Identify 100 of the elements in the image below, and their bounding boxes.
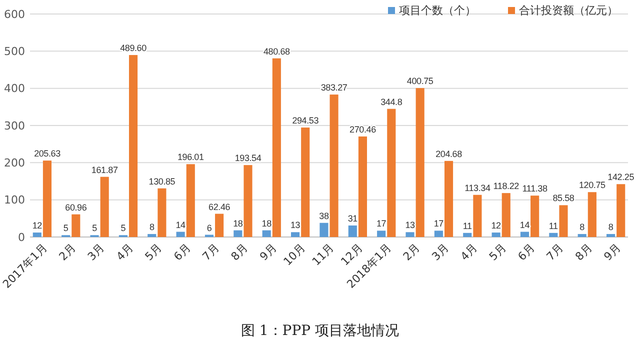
data-label: 120.75	[579, 180, 606, 190]
x-tick-label: 7月	[200, 241, 222, 264]
bar	[406, 232, 414, 237]
x-tick-label: 5月	[142, 241, 164, 264]
data-label: 60.96	[65, 202, 87, 212]
bar	[549, 232, 558, 237]
data-label: 480.68	[264, 46, 290, 56]
data-label: 294.53	[292, 116, 319, 126]
bar	[100, 176, 109, 237]
bar	[72, 214, 80, 237]
bar	[32, 232, 42, 237]
data-label: 142.25	[608, 172, 634, 182]
data-label: 489.60	[120, 43, 147, 54]
bar	[320, 222, 328, 237]
bar	[272, 58, 281, 237]
y-tick-label: 600	[4, 8, 25, 21]
data-label: 17	[434, 218, 444, 229]
x-tick-label: 4月	[114, 241, 136, 264]
bar	[128, 55, 138, 237]
data-label: 13	[290, 220, 300, 230]
x-tick-label: 9月	[257, 241, 280, 264]
x-tick-label: 8月	[572, 241, 595, 264]
data-label: 11	[462, 220, 472, 231]
data-label: 13	[405, 220, 415, 230]
bar	[358, 136, 368, 237]
bar	[42, 160, 52, 237]
bar	[348, 225, 357, 237]
bar	[291, 232, 300, 237]
data-label: 17	[376, 218, 386, 229]
x-tick-label: 8月	[228, 241, 251, 264]
data-label: 161.87	[91, 164, 118, 175]
bar	[158, 188, 166, 237]
x-tick-label: 3月	[429, 241, 452, 264]
x-tick-label: 6月	[171, 241, 194, 264]
bar	[301, 128, 310, 237]
data-label: 31	[348, 213, 358, 224]
x-tick-label: 6月	[515, 241, 538, 264]
data-label: 8	[608, 222, 614, 232]
data-label: 18	[262, 218, 272, 228]
bar	[176, 232, 185, 237]
y-tick-label: 500	[4, 45, 25, 58]
data-label: 8	[580, 222, 585, 232]
bar	[530, 196, 540, 237]
x-tick-label: 10月	[281, 241, 308, 268]
y-tick-label: 100	[4, 194, 25, 207]
bar	[588, 192, 596, 237]
bar	[559, 205, 568, 237]
bar	[215, 214, 224, 237]
x-tick-label: 3月	[85, 241, 108, 264]
bar	[244, 165, 252, 237]
bar	[520, 232, 530, 237]
data-label: 111.38	[522, 184, 548, 194]
data-label: 118.22	[493, 181, 520, 192]
x-tick-label: 2月	[400, 241, 423, 264]
data-label: 14	[520, 220, 530, 230]
bar	[578, 234, 586, 237]
data-label: 113.34	[464, 182, 490, 193]
text: 图 1：PPP 项目落地情况	[240, 323, 400, 339]
bar	[377, 230, 386, 237]
bar	[434, 230, 443, 237]
bar	[148, 234, 156, 237]
bar	[463, 232, 472, 237]
data-label: 344.8	[380, 96, 402, 107]
data-label: 270.46	[350, 124, 376, 134]
data-label: 12	[32, 220, 42, 231]
data-label: 62.46	[208, 202, 230, 212]
data-label: 14	[176, 220, 186, 230]
data-label: 193.54	[234, 153, 262, 164]
bar	[492, 232, 500, 237]
y-tick-label: 0	[18, 230, 25, 244]
x-tick-label: 5月	[486, 241, 509, 264]
data-label: 6	[206, 222, 212, 233]
bar	[387, 108, 396, 237]
bar	[502, 193, 510, 237]
data-label: 11	[548, 220, 558, 231]
bar	[473, 194, 482, 237]
data-label: 8	[149, 222, 154, 232]
legend-label: 项目个数（个）	[399, 4, 476, 17]
x-tick-label: 7月	[544, 241, 566, 264]
bar	[416, 88, 424, 237]
bar	[606, 234, 616, 237]
data-label: 12	[491, 220, 502, 231]
data-label: 38	[319, 210, 329, 221]
x-tick-label: 2月	[56, 241, 78, 264]
data-label: 204.68	[436, 148, 462, 159]
x-tick-label: 4月	[458, 241, 480, 264]
data-label: 5	[92, 223, 98, 234]
bar	[616, 184, 626, 237]
bar	[444, 160, 454, 237]
bar	[186, 164, 195, 237]
y-tick-label: 200	[4, 156, 25, 170]
bar	[262, 230, 271, 237]
data-label: 18	[233, 218, 243, 228]
data-label: 130.85	[148, 176, 176, 186]
legend-label: 合计投资额（亿元）	[519, 4, 618, 17]
data-label: 5	[120, 223, 126, 234]
data-label: 383.27	[320, 82, 348, 93]
x-tick-label: 11月	[310, 241, 337, 268]
data-label: 5	[63, 223, 68, 234]
y-tick-label: 300	[4, 119, 25, 132]
